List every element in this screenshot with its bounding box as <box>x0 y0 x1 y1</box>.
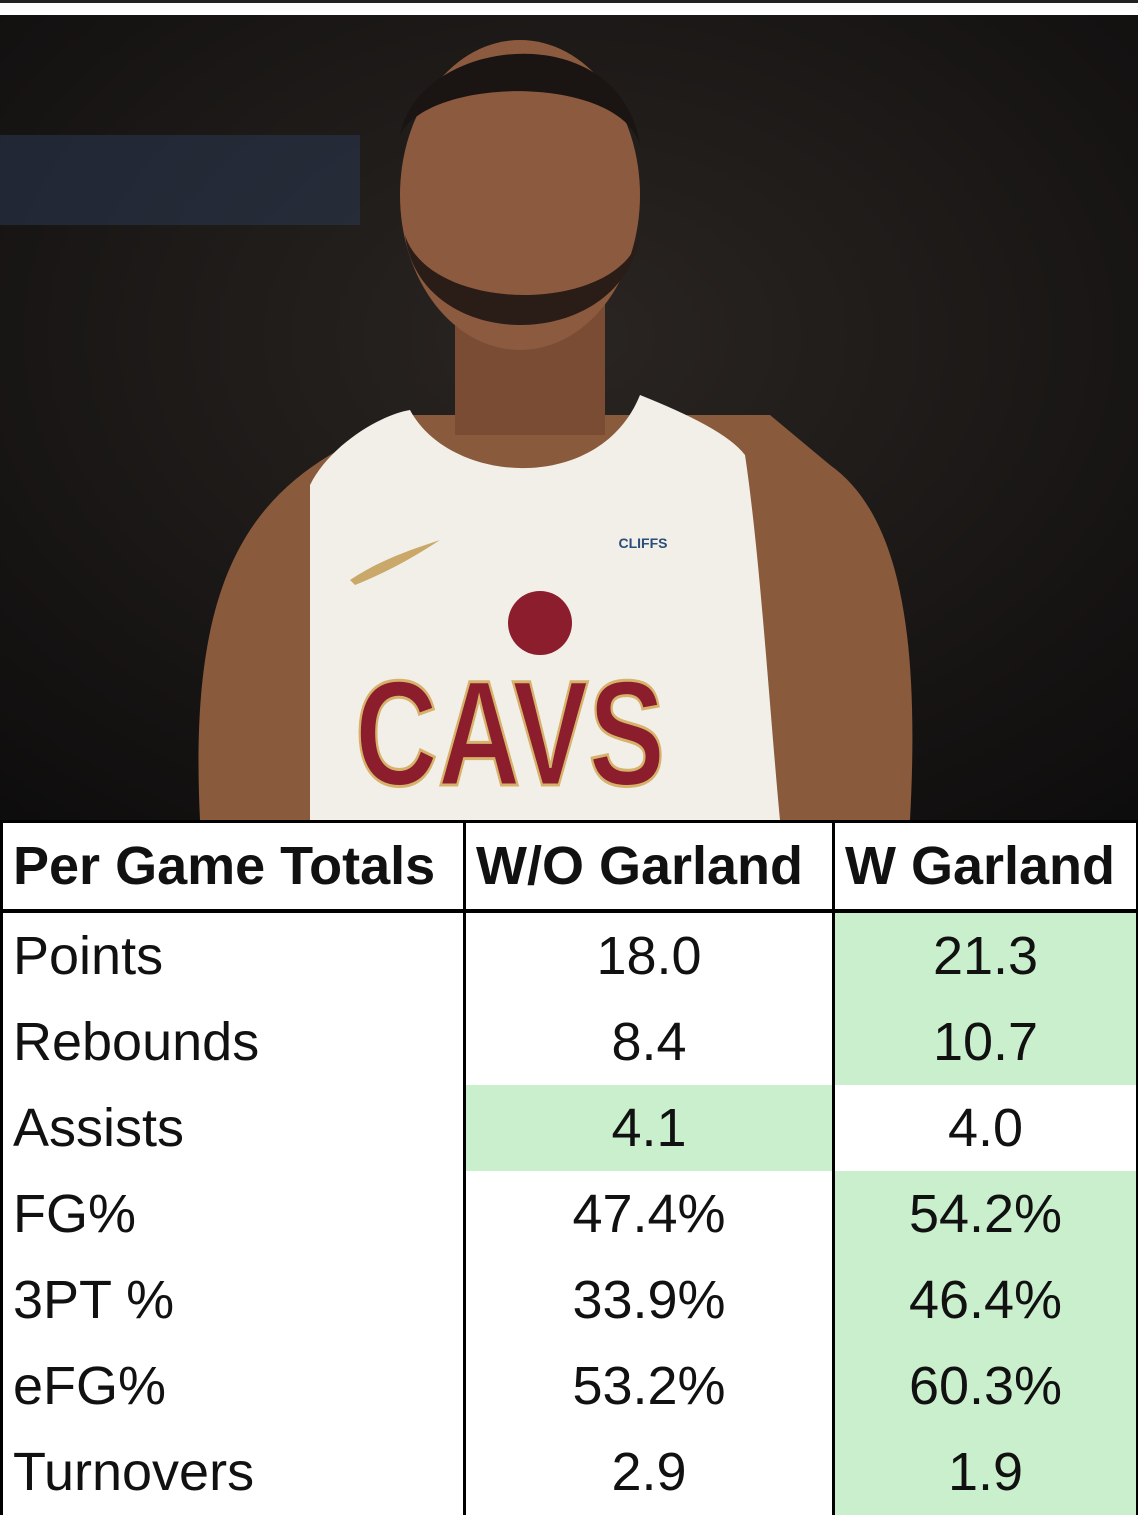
stat-cell: 60.3% <box>832 1343 1138 1429</box>
header-row: Per Game Totals W/O Garland W Garland <box>0 820 1138 913</box>
player-photo: CAVS CLIFFS <box>0 15 1138 820</box>
stat-cell: 53.2% <box>463 1343 835 1429</box>
header-cell: Per Game Totals <box>0 820 466 913</box>
stat-cell: 54.2% <box>832 1171 1138 1257</box>
blur-light <box>0 135 360 225</box>
row-label: Points <box>0 911 466 999</box>
row-label: 3PT % <box>0 1257 466 1343</box>
stat-cell: 1.9 <box>832 1429 1138 1515</box>
stat-cell: 47.4% <box>463 1171 835 1257</box>
table-row: FG% 47.4% 54.2% <box>0 1171 1138 1257</box>
row-label: FG% <box>0 1171 466 1257</box>
stat-cell: 8.4 <box>463 999 835 1085</box>
stat-cell: 46.4% <box>832 1257 1138 1343</box>
header-cell: W/O Garland <box>463 820 835 913</box>
row-label: Rebounds <box>0 999 466 1085</box>
table-row: eFG% 53.2% 60.3% <box>0 1343 1138 1429</box>
jersey-text: CAVS <box>355 649 665 817</box>
row-label: Turnovers <box>0 1429 466 1515</box>
hair <box>400 53 640 145</box>
sponsor-text: CLIFFS <box>619 535 668 551</box>
row-label: eFG% <box>0 1343 466 1429</box>
table-row: Rebounds 8.4 10.7 <box>0 999 1138 1085</box>
table-row: 3PT % 33.9% 46.4% <box>0 1257 1138 1343</box>
stat-cell: 18.0 <box>463 911 835 999</box>
stat-cell: 4.0 <box>832 1085 1138 1171</box>
head <box>400 40 640 350</box>
table-row: Assists 4.1 4.0 <box>0 1085 1138 1171</box>
beard <box>405 235 640 325</box>
row-label: Assists <box>0 1085 466 1171</box>
stat-cell: 4.1 <box>463 1085 835 1171</box>
stat-cell: 21.3 <box>832 911 1138 999</box>
table-row: Turnovers 2.9 1.9 <box>0 1429 1138 1515</box>
stat-cell: 10.7 <box>832 999 1138 1085</box>
top-border <box>0 0 1138 3</box>
table-row: Points 18.0 21.3 <box>0 911 1138 999</box>
header-cell: W Garland <box>832 820 1138 913</box>
stats-table: Per Game Totals W/O Garland W Garland Poin… <box>0 820 1138 1515</box>
logo-swoosh <box>350 540 440 585</box>
jersey-ball <box>508 591 572 655</box>
stat-cell: 2.9 <box>463 1429 835 1515</box>
stat-cell: 33.9% <box>463 1257 835 1343</box>
